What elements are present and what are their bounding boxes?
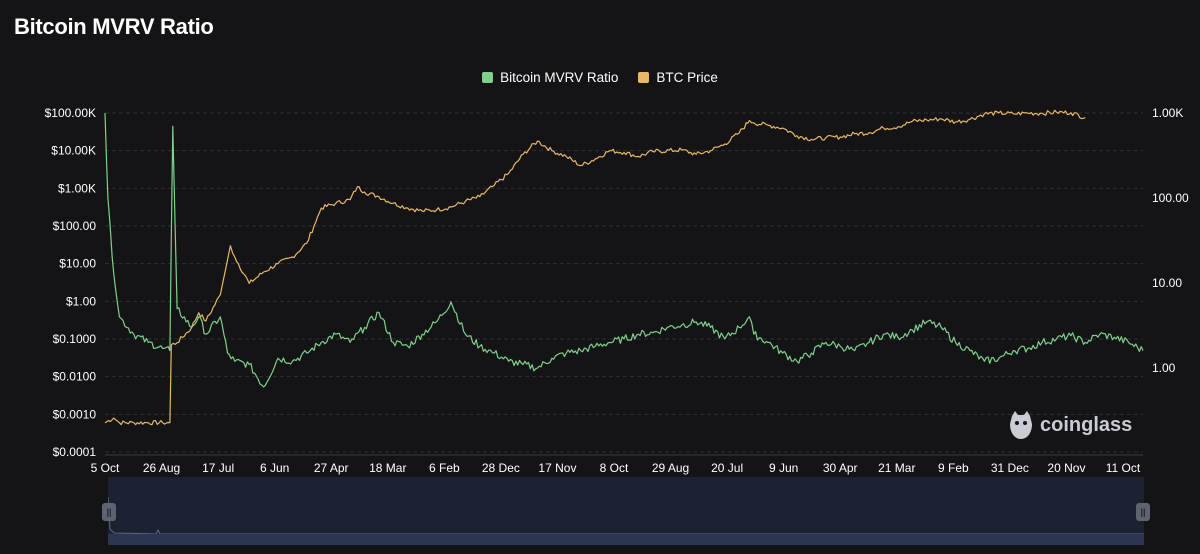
chart-legend: Bitcoin MVRV Ratio BTC Price <box>0 70 1200 85</box>
x-tick-label: 17 Jul <box>202 461 234 475</box>
left-tick-label: $0.0010 <box>53 407 97 421</box>
coinglass-watermark: coinglass <box>1008 410 1132 440</box>
x-tick-label: 9 Jun <box>769 461 798 475</box>
x-tick-label: 11 Oct <box>1106 461 1141 475</box>
legend-item-btc-price[interactable]: BTC Price <box>638 70 718 85</box>
x-tick-label: 26 Aug <box>143 461 180 475</box>
series-lines <box>104 109 1144 426</box>
left-tick-label: $1.00 <box>66 294 96 308</box>
x-tick-label: 29 Aug <box>652 461 689 475</box>
x-tick-label: 21 Mar <box>878 461 915 475</box>
left-tick-label: $10.00 <box>59 257 96 271</box>
grid <box>105 112 1143 453</box>
series-line-mvrv <box>104 112 1144 388</box>
legend-label-btc-price: BTC Price <box>656 70 718 85</box>
range-navigator[interactable]: || || <box>102 477 1150 545</box>
x-tick-label: 5 Oct <box>91 461 120 475</box>
x-tick-label: 27 Apr <box>314 461 349 475</box>
x-tick-label: 28 Dec <box>482 461 520 475</box>
x-tick-label: 8 Oct <box>600 461 629 475</box>
right-tick-label: 1.00K <box>1152 106 1183 120</box>
x-tick-label: 9 Feb <box>938 461 969 475</box>
x-tick-label: 20 Nov <box>1047 461 1085 475</box>
left-tick-label: $100.00 <box>53 219 97 233</box>
legend-swatch-btc-price <box>638 72 650 83</box>
x-tick-label: 6 Jun <box>260 461 289 475</box>
x-tick-label: 20 Jul <box>711 461 743 475</box>
navigator-left-handle[interactable]: || <box>102 503 116 521</box>
left-tick-label: $10.00K <box>51 144 96 158</box>
watermark-text: coinglass <box>1040 413 1133 436</box>
x-tick-label: 18 Mar <box>369 461 406 475</box>
x-tick-label: 30 Apr <box>823 461 858 475</box>
legend-label-mvrv: Bitcoin MVRV Ratio <box>500 70 619 85</box>
navigator-preview <box>108 496 1144 545</box>
left-tick-label: $0.0100 <box>53 370 97 384</box>
left-tick-label: $1.00K <box>58 181 96 195</box>
chart-svg[interactable]: $100.00K $10.00K $1.00K $100.00 $10.00 $1.00 $… <box>0 0 1200 480</box>
navigator-right-handle[interactable]: || <box>1136 503 1150 521</box>
coinglass-logo-icon <box>1010 411 1032 439</box>
left-tick-label: $0.1000 <box>53 332 97 346</box>
left-tick-label: $0.0001 <box>53 445 97 459</box>
page-title: Bitcoin MVRV Ratio <box>14 14 214 39</box>
right-tick-label: 10.00 <box>1152 276 1182 290</box>
right-axis: 1.00K 100.00 10.00 1.00 <box>1152 106 1189 375</box>
series-line-btc-price <box>104 109 1086 426</box>
legend-item-mvrv[interactable]: Bitcoin MVRV Ratio <box>482 70 618 85</box>
x-axis: 5 Oct 26 Aug 17 Jul 6 Jun 27 Apr 18 Mar 6 Feb 2… <box>91 454 1143 475</box>
left-tick-label: $100.00K <box>45 106 96 120</box>
left-axis: $100.00K $10.00K $1.00K $100.00 $10.00 $1.00 $… <box>45 106 97 459</box>
right-tick-label: 100.00 <box>1152 191 1189 205</box>
x-tick-label: 31 Dec <box>991 461 1029 475</box>
legend-swatch-mvrv <box>482 72 494 83</box>
x-tick-label: 6 Feb <box>429 461 460 475</box>
right-tick-label: 1.00 <box>1152 361 1176 375</box>
x-tick-label: 17 Nov <box>538 461 576 475</box>
